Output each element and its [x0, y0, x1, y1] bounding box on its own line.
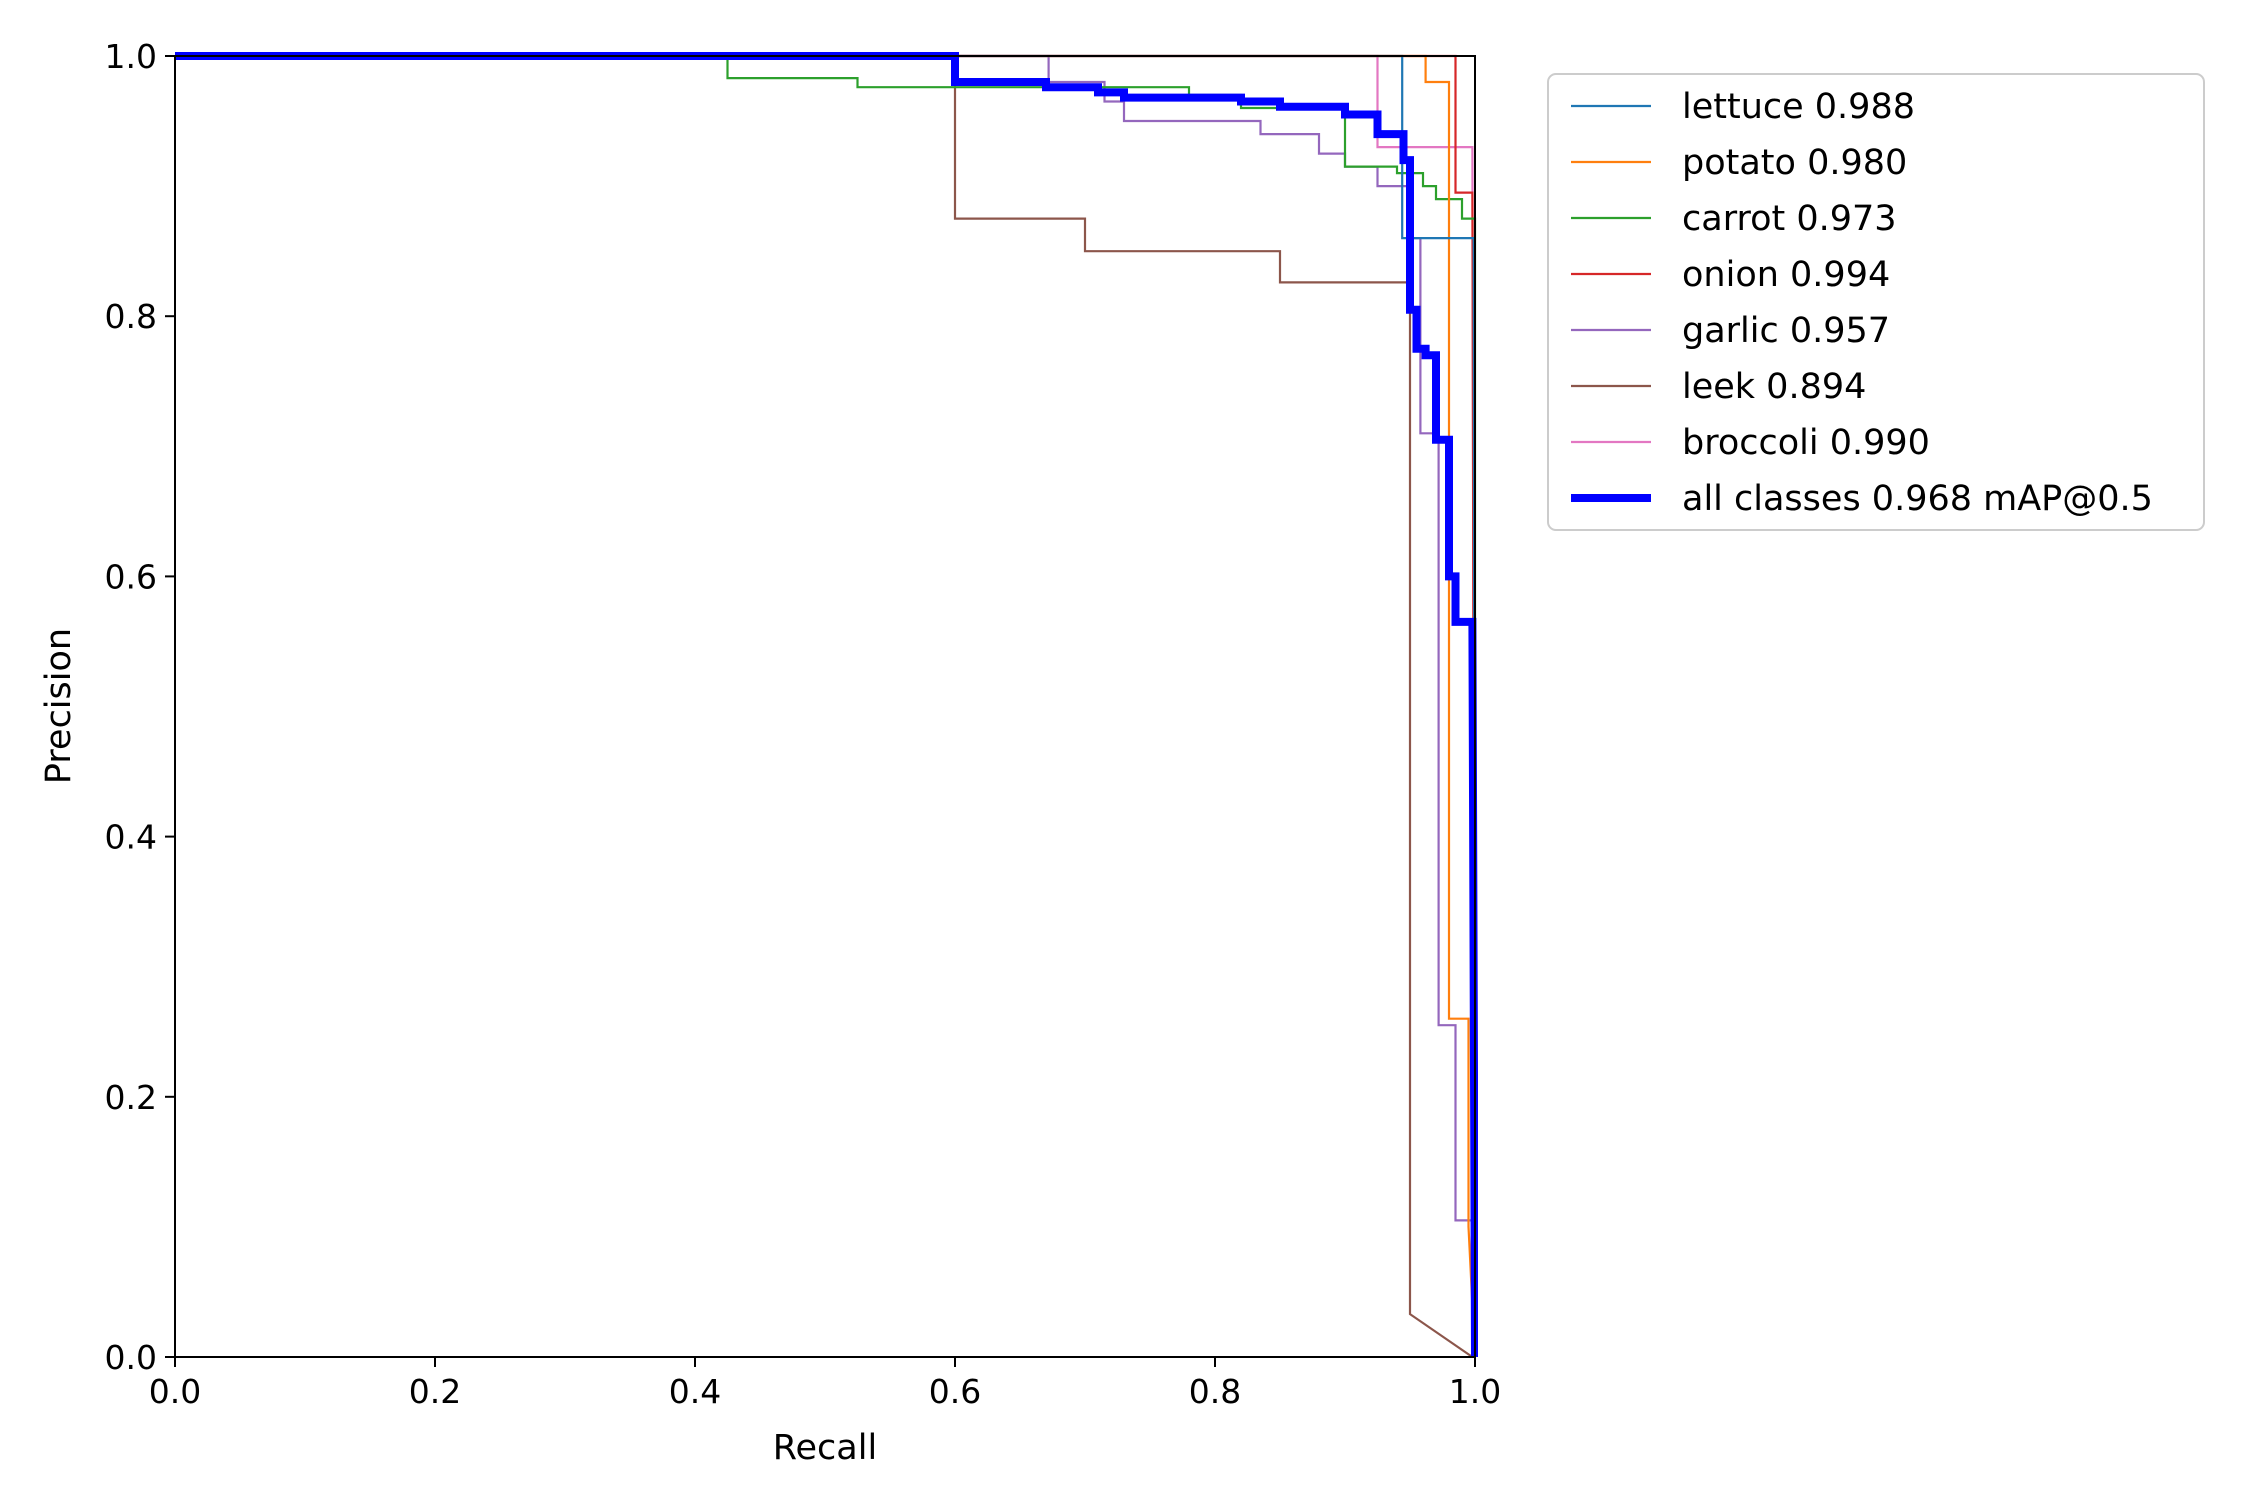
legend-box	[1547, 73, 2205, 531]
y-tick-label: 0.4	[105, 818, 157, 857]
legend-label-0: lettuce 0.988	[1682, 87, 1915, 127]
legend-label-2: carrot 0.973	[1682, 199, 1897, 239]
x-tick-label: 0.4	[669, 1372, 721, 1411]
legend-label-5: leek 0.894	[1682, 367, 1866, 407]
legend-label-1: potato 0.980	[1682, 143, 1907, 183]
y-tick-label: 0.6	[105, 557, 157, 596]
y-tick-label: 0.8	[105, 297, 157, 336]
y-axis: 0.0 0.2 0.4 0.6 0.8 1.0	[105, 37, 175, 1377]
series-line-7	[175, 52, 1478, 1358]
legend-label-4: garlic 0.957	[1682, 311, 1890, 351]
x-tick-label: 0.0	[149, 1372, 201, 1411]
y-axis-label: Precision	[39, 628, 79, 784]
y-tick-label: 0.0	[105, 1338, 157, 1377]
x-tick-label: 0.8	[1189, 1372, 1241, 1411]
y-tick-label: 0.2	[105, 1078, 157, 1117]
legend-label-7: all classes 0.968 mAP@0.5	[1682, 479, 2153, 519]
legend-label-3: onion 0.994	[1682, 255, 1890, 295]
y-tick-label: 1.0	[105, 37, 157, 76]
legend: lettuce 0.988 potato 0.980 carrot 0.973 oni…	[1547, 73, 2205, 531]
x-tick-label: 0.6	[929, 1372, 981, 1411]
x-tick-label: 1.0	[1449, 1372, 1501, 1411]
x-tick-label: 0.2	[409, 1372, 461, 1411]
x-axis-label: Recall	[773, 1428, 877, 1468]
series-line-5	[175, 54, 1474, 1358]
x-axis: 0.0 0.2 0.4 0.6 0.8 1.0	[149, 1357, 1501, 1411]
plot-frame	[174, 55, 1476, 1358]
legend-label-6: broccoli 0.990	[1682, 423, 1930, 463]
